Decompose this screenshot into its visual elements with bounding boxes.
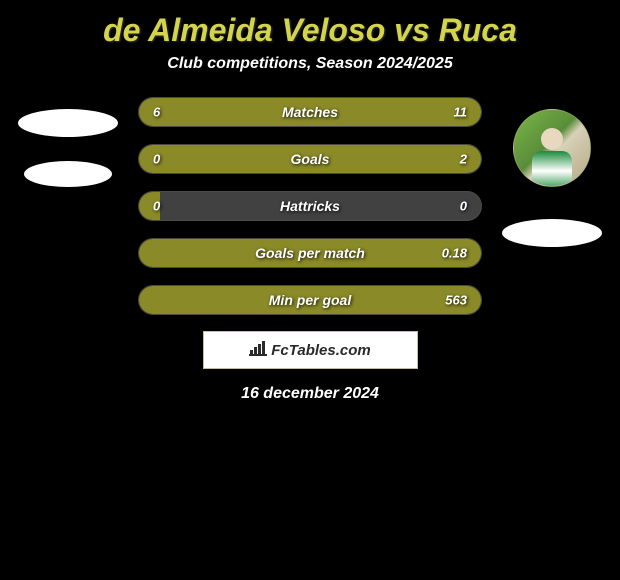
- stat-row-matches: 6 Matches 11: [138, 97, 482, 127]
- date: 16 december 2024: [241, 385, 379, 403]
- stat-right-value: 563: [445, 293, 467, 308]
- stat-left-value: 0: [153, 152, 160, 167]
- stat-right-value: 0: [460, 199, 467, 214]
- stat-label: Min per goal: [269, 292, 351, 308]
- stat-label: Matches: [282, 104, 338, 120]
- stat-row-min-per-goal: Min per goal 563: [138, 285, 482, 315]
- stat-row-goals-per-match: Goals per match 0.18: [138, 238, 482, 268]
- player-right-flag-placeholder: [502, 219, 602, 247]
- stat-right-value: 0.18: [442, 246, 467, 261]
- stat-bars: 6 Matches 11 0 Goals 2 0 Hattricks 0 G: [128, 97, 492, 315]
- stat-label: Goals: [291, 151, 330, 167]
- logo-box: FcTables.com: [203, 331, 418, 369]
- subtitle: Club competitions, Season 2024/2025: [0, 55, 620, 97]
- player-left-column: [8, 97, 128, 187]
- stat-right-value: 2: [460, 152, 467, 167]
- stat-row-goals: 0 Goals 2: [138, 144, 482, 174]
- content-row: 6 Matches 11 0 Goals 2 0 Hattricks 0 G: [0, 97, 620, 315]
- player-right-column: [492, 97, 612, 247]
- stat-left-value: 6: [153, 105, 160, 120]
- stat-label: Hattricks: [280, 198, 340, 214]
- player-left-flag-placeholder: [24, 161, 112, 187]
- stat-label: Goals per match: [255, 245, 365, 261]
- player-right-avatar: [513, 109, 591, 187]
- footer: FcTables.com 16 december 2024: [0, 315, 620, 403]
- stat-right-value: 11: [454, 105, 468, 120]
- stat-row-hattricks: 0 Hattricks 0: [138, 191, 482, 221]
- chart-icon: [249, 340, 267, 361]
- player-left-avatar-placeholder: [18, 109, 118, 137]
- comparison-card: de Almeida Veloso vs Ruca Club competiti…: [0, 0, 620, 403]
- page-title: de Almeida Veloso vs Ruca: [0, 0, 620, 55]
- logo-text: FcTables.com: [271, 342, 370, 359]
- stat-left-value: 0: [153, 199, 160, 214]
